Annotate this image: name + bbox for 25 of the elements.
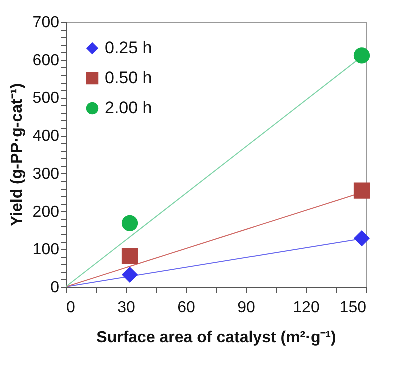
y-tick-label: 300 bbox=[32, 166, 60, 183]
y-tick-label: 700 bbox=[32, 14, 60, 32]
point bbox=[122, 215, 138, 232]
x-tick-label: 0 bbox=[66, 300, 76, 316]
x-tick-label: 60 bbox=[178, 300, 196, 316]
x-tick-label: 120 bbox=[293, 300, 320, 316]
legend-label: 2.00 h bbox=[105, 98, 152, 118]
y-tick-label: 200 bbox=[32, 204, 60, 221]
y-tick-label: 500 bbox=[32, 90, 60, 108]
legend-label: 0.25 h bbox=[105, 38, 152, 58]
x-tick-label: 90 bbox=[238, 300, 256, 316]
y-axis-title: Yield (g-PP·g-cat⁻¹) bbox=[8, 83, 26, 227]
legend-label: 0.50 h bbox=[105, 68, 152, 88]
point bbox=[354, 230, 370, 247]
x-tick-label: 150 bbox=[340, 300, 367, 316]
point bbox=[122, 266, 138, 283]
y-tick-label: 400 bbox=[32, 128, 60, 146]
x-tick-label: 30 bbox=[118, 300, 136, 316]
point bbox=[354, 182, 370, 199]
y-tick-label: 600 bbox=[32, 52, 60, 70]
y-tick-label: 0 bbox=[50, 280, 60, 296]
y-tick-label: 100 bbox=[32, 242, 60, 259]
point bbox=[354, 48, 370, 64]
point bbox=[122, 248, 138, 264]
x-axis-title: Surface area of catalyst (m²·g⁻¹) bbox=[96, 330, 336, 346]
